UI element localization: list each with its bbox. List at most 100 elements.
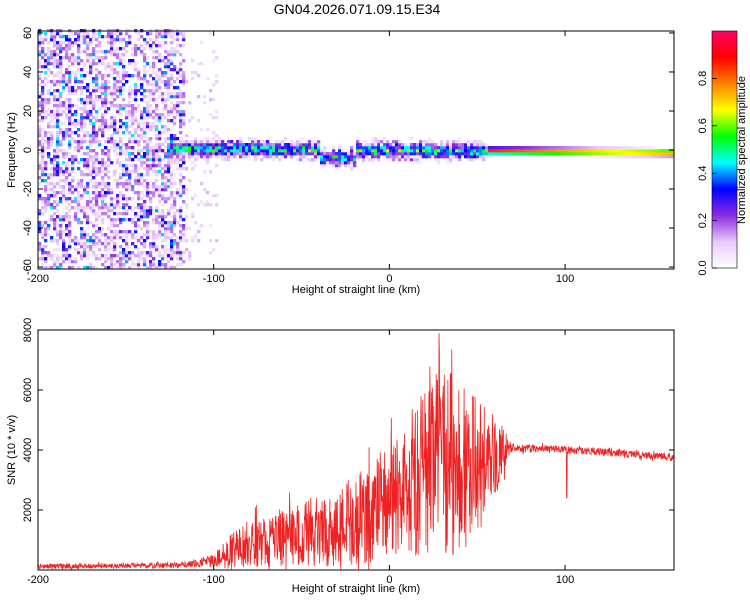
spectrogram-cell	[107, 41, 111, 45]
spectrogram-cell	[83, 242, 87, 246]
spectrogram-cell	[107, 191, 111, 195]
spectrogram-cell	[113, 128, 117, 132]
spectrogram-cell	[128, 182, 132, 186]
spectrogram-cell	[38, 140, 42, 144]
spectrogram-cell	[164, 254, 168, 258]
spectrogram-cell	[134, 74, 138, 78]
spectrogram-cell	[95, 50, 99, 54]
spectrogram-cell	[209, 152, 213, 156]
snr-series-line	[37, 333, 675, 571]
spectrogram-cell	[311, 158, 315, 162]
spectrogram-cell	[176, 143, 180, 147]
spectrogram-cell	[137, 206, 141, 210]
spectrogram-cell	[59, 32, 63, 36]
spectrogram-cell	[308, 158, 312, 162]
spectrogram-cell	[122, 212, 126, 216]
spectrogram-cell	[68, 140, 72, 144]
spectrogram-cell	[38, 212, 42, 216]
spectrogram-cell	[149, 116, 153, 120]
spectrogram-cell	[452, 152, 456, 156]
spectrogram-cell	[59, 41, 63, 45]
spectrogram-cell	[116, 140, 120, 144]
spectrogram-cell	[419, 149, 423, 153]
spectrogram-cell	[83, 101, 87, 105]
spectrogram-cell	[248, 158, 252, 162]
spectrogram-cell	[563, 149, 567, 153]
spectrogram-cell	[272, 158, 276, 162]
spectrogram-cell	[506, 152, 510, 156]
spectrogram-cell	[116, 86, 120, 90]
spectrogram-cell	[179, 257, 183, 261]
spectrogram-cell	[656, 146, 660, 150]
spectrogram-cell	[413, 143, 417, 147]
spectrogram-cell	[101, 77, 105, 81]
spectrogram-cell	[77, 53, 81, 57]
spectrogram-cell	[74, 104, 78, 108]
spectrogram-cell	[80, 257, 84, 261]
spectrogram-cell	[83, 47, 87, 51]
spectrogram-cell	[113, 116, 117, 120]
spectrogram-cell	[605, 149, 609, 153]
spectrogram-cell	[47, 194, 51, 198]
spectrogram-cell	[62, 155, 66, 159]
spectrogram-cell	[143, 173, 147, 177]
spectrogram-cell	[68, 170, 72, 174]
spectrogram-cell	[95, 185, 99, 189]
spectrogram-cell	[86, 47, 90, 51]
spectrogram-cell	[413, 155, 417, 159]
spectrogram-cell	[41, 56, 45, 60]
spectrogram-cell	[284, 143, 288, 147]
spectrogram-cell	[89, 68, 93, 72]
spectrogram-cell	[182, 38, 186, 42]
spectrogram-cell	[80, 143, 84, 147]
spectrogram-cell	[110, 209, 114, 213]
spectrogram-cell	[44, 152, 48, 156]
spectrogram-cell	[158, 137, 162, 141]
spectrogram-cell	[374, 140, 378, 144]
spectrogram-cell	[548, 149, 552, 153]
spectrogram-cell	[107, 74, 111, 78]
spectrogram-cell	[107, 101, 111, 105]
spectrogram-cell	[56, 155, 60, 159]
spectrogram-cell	[419, 152, 423, 156]
spectrogram-cell	[68, 134, 72, 138]
spectrogram-cell	[182, 155, 186, 159]
spectrogram-cell	[146, 149, 150, 153]
spectrogram-cell	[128, 113, 132, 117]
spectrogram-cell	[188, 146, 192, 150]
spectrogram-cell	[173, 191, 177, 195]
spectrogram-cell	[86, 86, 90, 90]
spectrogram-cell	[167, 119, 171, 123]
spectrogram-cell	[341, 161, 345, 165]
spectrogram-cell	[296, 149, 300, 153]
spectrogram-cell	[146, 173, 150, 177]
spectrogram-cell	[62, 86, 66, 90]
spectrogram-cell	[89, 155, 93, 159]
spectrogram-cell	[53, 104, 57, 108]
spectrogram-cell	[245, 143, 249, 147]
spectrogram-cell	[92, 170, 96, 174]
spectrogram-cell	[107, 137, 111, 141]
spectrogram-cell	[116, 110, 120, 114]
spectrogram-cell	[95, 254, 99, 258]
spectrogram-cell	[248, 146, 252, 150]
spectrogram-cell	[263, 149, 267, 153]
spectrogram-cell	[605, 146, 609, 150]
spectrogram-cell	[68, 185, 72, 189]
spectrogram-cell	[74, 206, 78, 210]
spectrogram-cell	[251, 140, 255, 144]
spectrogram-cell	[128, 230, 132, 234]
spectrogram-cell	[104, 242, 108, 246]
spectrogram-cell	[56, 47, 60, 51]
spectrogram-cell	[134, 179, 138, 183]
spectrogram-cell	[425, 152, 429, 156]
spectrogram-cell	[161, 158, 165, 162]
spectrogram-cell	[89, 41, 93, 45]
spectrogram-cell	[650, 146, 654, 150]
spectrogram-cell	[377, 146, 381, 150]
spectrogram-cell	[155, 221, 159, 225]
spectrogram-cell	[167, 170, 171, 174]
spectrogram-cell	[38, 74, 42, 78]
spectrogram-cell	[167, 227, 171, 231]
spectrogram-cell	[119, 251, 123, 255]
